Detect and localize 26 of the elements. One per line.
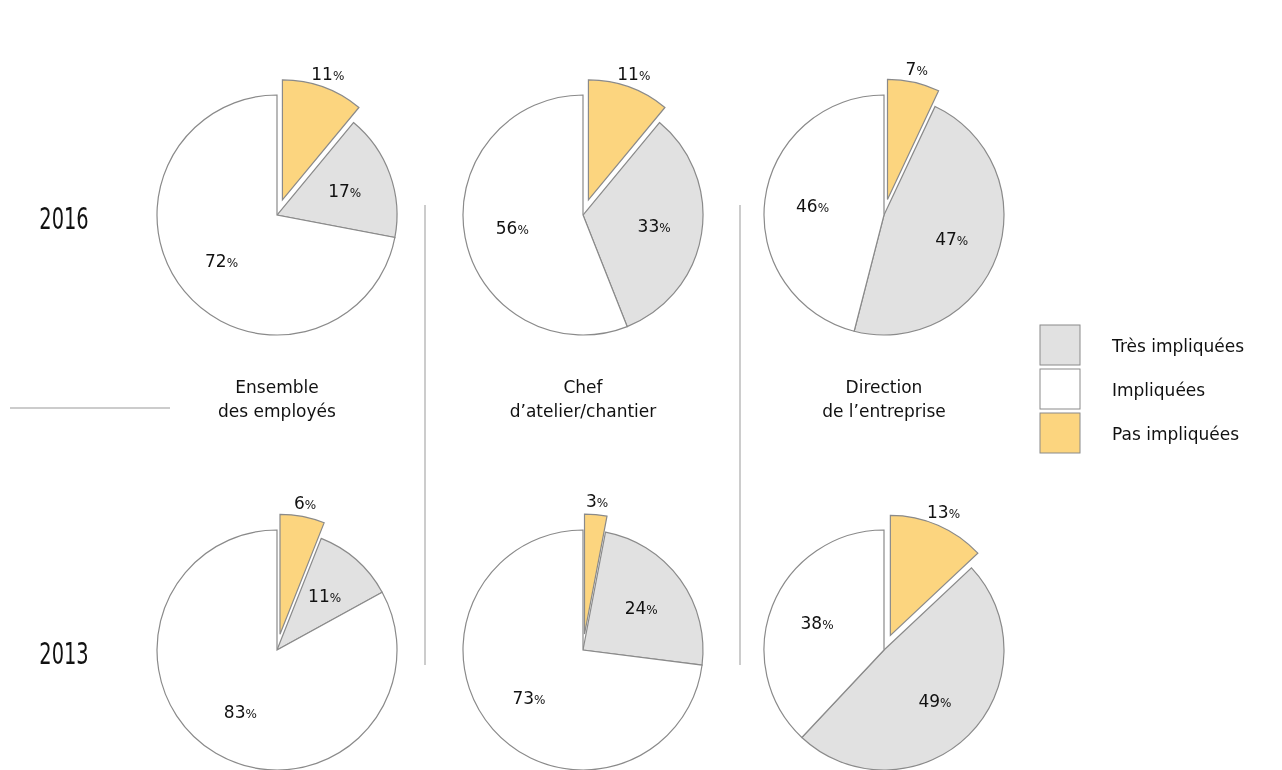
data-label: 11% [308,585,342,606]
legend-label: Impliquées [1112,380,1206,400]
legend-label: Très impliquées [1111,336,1245,356]
data-label: 13% [927,502,961,523]
data-label: 7% [905,58,928,79]
text: Chef d’atelier/chantier [509,377,657,421]
text: 2016 [39,201,89,236]
data-label: 6% [293,492,317,513]
legend-label: Pas impliquées [1112,424,1240,444]
data-label: 46% [796,195,830,216]
data-label: 83% [223,701,257,722]
data-label: 38% [800,613,834,634]
data-label: 11% [617,63,651,84]
text: Ensemble des employés [218,377,337,421]
data-label: 47% [935,229,969,250]
data-label: 56% [495,218,529,239]
data-label: 17% [328,180,362,201]
data-label: 11% [311,63,345,84]
text: Direction de l’entreprise [822,377,946,421]
data-label: 33% [637,216,671,237]
data-label: 24% [624,597,658,618]
data-label: 49% [918,690,952,711]
data-label: 73% [512,687,546,708]
text: 2013 [39,636,89,671]
data-label: 3% [586,490,609,511]
data-label: 72% [205,250,239,271]
